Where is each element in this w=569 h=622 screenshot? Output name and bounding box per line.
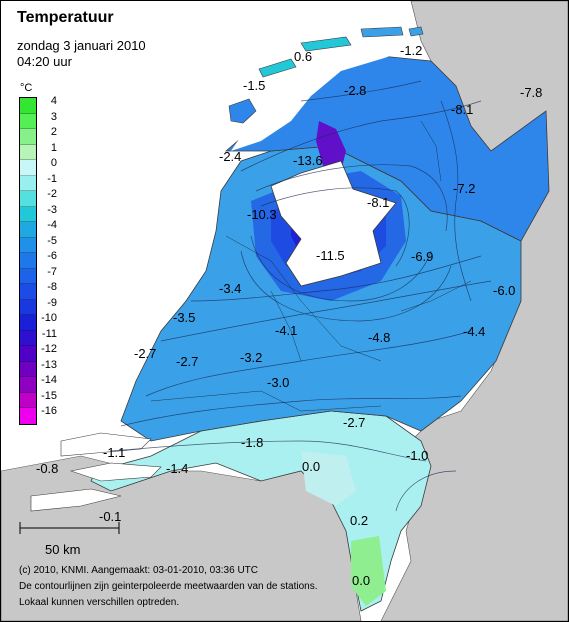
station-label: -1.5 (243, 78, 265, 93)
station-label: -2.4 (219, 149, 241, 164)
station-label: -7.8 (520, 85, 542, 100)
legend-swatch (20, 346, 36, 362)
map-title: Temperatuur (17, 9, 114, 26)
station-label: -4.1 (275, 323, 297, 338)
station-label: 0.2 (350, 513, 368, 528)
legend-tick: -15 (41, 389, 57, 402)
legend-tick: -12 (41, 343, 57, 355)
station-label: -7.2 (453, 181, 475, 196)
station-label: -2.7 (176, 354, 198, 369)
station-label: -1.8 (241, 435, 263, 450)
legend-tick: -13 (41, 358, 57, 371)
contour-lines (110, 80, 492, 512)
legend-swatch (20, 129, 36, 145)
station-label: -6.9 (411, 249, 433, 264)
legend-swatch (20, 222, 36, 238)
color-legend (19, 97, 37, 425)
station-label: 0.0 (302, 459, 320, 474)
station-label: -2.7 (134, 346, 156, 361)
legend-swatch (20, 144, 36, 160)
map-time: 04:20 uur (17, 54, 72, 69)
legend-tick: -10 (41, 312, 57, 324)
station-label: -1.1 (103, 445, 125, 460)
legend-tick: -16 (41, 405, 57, 417)
station-label: -11.5 (316, 248, 345, 263)
legend-tick: -2 (47, 188, 57, 200)
station-label: -8.1 (367, 195, 389, 210)
legend-swatch (20, 361, 36, 377)
legend-tick: -6 (47, 250, 57, 262)
legend-tick: -8 (47, 281, 57, 293)
legend-tick: -9 (47, 296, 57, 309)
legend-swatch (20, 408, 36, 424)
legend-swatch (20, 377, 36, 393)
station-label: -1.0 (406, 448, 428, 463)
legend-swatch (20, 392, 36, 408)
legend-tick: -1 (47, 172, 57, 185)
legend-swatch (20, 284, 36, 300)
province-borders (150, 120, 472, 412)
legend-swatch (20, 330, 36, 346)
legend-tick: 3 (50, 110, 57, 123)
wadden-islands (228, 26, 424, 124)
station-label: -3.5 (173, 310, 195, 325)
water-bodies (30, 31, 421, 512)
legend-tick: -7 (47, 265, 57, 278)
station-label: -10.3 (247, 207, 277, 222)
scale-label: 50 km (45, 542, 81, 557)
copyright-line: (c) 2010, KNMI. Aangemaakt: 03-01-2010, … (19, 565, 259, 576)
station-label: -0.1 (99, 509, 121, 524)
legend-swatch (20, 315, 36, 331)
legend-swatch (20, 160, 36, 176)
station-label: -3.0 (267, 375, 289, 390)
legend-tick: -4 (47, 219, 57, 231)
station-label: -2.7 (343, 415, 365, 430)
station-label: 0.6 (294, 49, 312, 64)
legend-swatch (20, 113, 36, 129)
station-labels: 0.6 -1.2 -1.5 -2.8 -8.1 -7.8 -2.4 -13.6 … (36, 43, 542, 588)
station-label: -4.4 (463, 324, 485, 339)
map-date: zondag 3 januari 2010 (17, 38, 146, 53)
legend-tick: -5 (47, 234, 57, 247)
legend-swatch (20, 175, 36, 191)
legend-tick: -11 (41, 327, 57, 340)
legend-swatch (20, 253, 36, 269)
legend-swatch (20, 98, 36, 114)
station-label: -13.6 (293, 153, 323, 168)
legend-swatch (20, 237, 36, 253)
station-label: -6.0 (493, 283, 515, 298)
legend-swatch (20, 299, 36, 315)
station-label: -2.8 (344, 83, 366, 98)
station-label: -0.8 (36, 461, 58, 476)
legend-tick: -14 (41, 374, 57, 386)
legend-tick: 4 (50, 95, 57, 107)
station-label: -3.2 (240, 350, 262, 365)
legend-swatch (20, 191, 36, 207)
station-label: -1.2 (400, 43, 422, 58)
scale-bar (19, 522, 120, 534)
station-label: 0.0 (352, 573, 370, 588)
legend-tick: 1 (50, 141, 57, 154)
legend-tick: 0 (50, 157, 57, 169)
station-label: -8.1 (451, 102, 473, 117)
footer-note-1: De contourlijnen zijn geinterpoleerde me… (19, 581, 318, 592)
station-label: -1.4 (166, 461, 188, 476)
legend-tick: 2 (50, 126, 57, 138)
station-label: -3.4 (219, 281, 241, 296)
legend-tick: -3 (47, 203, 57, 216)
legend-swatch (20, 268, 36, 284)
legend-swatch (20, 206, 36, 222)
station-label: -4.8 (368, 330, 390, 345)
footer-note-2: Lokaal kunnen verschillen optreden. (19, 597, 180, 608)
legend-unit: °C (20, 82, 33, 94)
